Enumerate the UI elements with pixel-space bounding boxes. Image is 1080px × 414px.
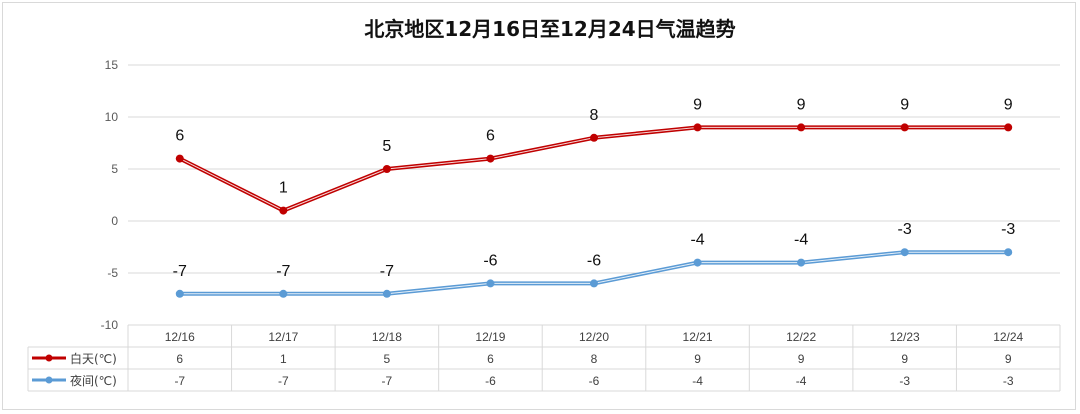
x-tick-label: 12/22 <box>786 330 816 344</box>
data-label: 9 <box>797 96 806 113</box>
table-cell: -4 <box>796 374 807 388</box>
table-cell: -6 <box>485 374 496 388</box>
table-cell: -7 <box>278 374 289 388</box>
data-label: 9 <box>693 96 702 113</box>
table-cell: 9 <box>798 352 805 366</box>
data-point <box>590 279 598 288</box>
series-layer: 6 1 5 6 8 9 9 9 9 -7 -7 -7 -6 -6 -4 -4 -3 -3 <box>173 96 1015 298</box>
data-label: -7 <box>276 263 290 280</box>
table-cell: -4 <box>692 374 703 388</box>
data-point <box>693 258 702 267</box>
y-tick-label: -10 <box>101 318 119 332</box>
data-label: -6 <box>483 252 497 269</box>
data-label: -7 <box>173 263 187 280</box>
data-point <box>797 123 806 132</box>
x-tick-label: 12/20 <box>579 330 609 344</box>
data-point <box>1004 123 1013 132</box>
data-table: 12/16 12/17 12/18 12/19 12/20 12/21 12/22 12/23… <box>27 324 1061 392</box>
x-tick-label: 12/24 <box>993 330 1023 344</box>
y-tick-label: 5 <box>111 162 118 176</box>
x-tick-label: 12/21 <box>683 330 713 344</box>
table-cell: 9 <box>694 352 701 366</box>
legend-key-marker <box>45 354 53 362</box>
data-label: 8 <box>590 107 599 124</box>
y-axis: 15 10 5 0 -5 -10 <box>101 58 119 332</box>
data-point <box>175 289 184 298</box>
table-cell: 9 <box>1005 352 1012 366</box>
data-label: -6 <box>587 252 601 269</box>
y-tick-label: 15 <box>105 58 119 72</box>
data-point <box>486 154 495 163</box>
data-label: -4 <box>794 232 808 249</box>
data-label: -7 <box>380 263 394 280</box>
data-point <box>486 279 495 288</box>
data-point <box>175 154 184 163</box>
table-cell: 8 <box>591 352 598 366</box>
legend-key-marker <box>45 376 53 384</box>
x-tick-label: 12/18 <box>372 330 402 344</box>
data-point <box>279 289 288 298</box>
data-label: 5 <box>382 138 391 155</box>
chart-title: 北京地区12月16日至12月24日气温趋势 <box>364 17 735 41</box>
data-label: 6 <box>486 128 495 145</box>
data-point <box>1004 248 1013 257</box>
data-point <box>382 289 391 298</box>
data-label: 9 <box>900 96 909 113</box>
table-cell: 6 <box>176 352 183 366</box>
data-label: 1 <box>279 180 288 197</box>
legend-label: 白天(℃) <box>70 351 117 366</box>
data-point <box>900 248 909 257</box>
data-point <box>797 258 806 267</box>
legend-label: 夜间(℃) <box>70 373 117 388</box>
table-cell: 5 <box>384 352 391 366</box>
data-label: -3 <box>1001 221 1015 238</box>
table-cell: -7 <box>382 374 393 388</box>
x-tick-label: 12/17 <box>268 330 298 344</box>
data-point <box>693 123 702 132</box>
table-cell: -6 <box>589 374 600 388</box>
x-tick-label: 12/19 <box>475 330 505 344</box>
data-label: 9 <box>1004 96 1013 113</box>
y-tick-label: -5 <box>107 266 118 280</box>
table-cell: 1 <box>280 352 287 366</box>
data-point <box>279 206 288 215</box>
y-tick-label: 0 <box>111 214 118 228</box>
table-cell: -7 <box>174 374 185 388</box>
table-cell: -3 <box>1003 374 1014 388</box>
table-cell: 9 <box>901 352 908 366</box>
data-label: 6 <box>175 128 184 145</box>
x-tick-label: 12/23 <box>890 330 920 344</box>
x-tick-label: 12/16 <box>165 330 195 344</box>
data-point <box>590 133 598 142</box>
data-label: -4 <box>690 232 704 249</box>
table-cell: -3 <box>899 374 910 388</box>
data-point <box>900 123 909 132</box>
data-point <box>382 165 391 173</box>
table-cell: 6 <box>487 352 494 366</box>
data-label: -3 <box>898 221 912 238</box>
y-tick-label: 10 <box>105 110 119 124</box>
